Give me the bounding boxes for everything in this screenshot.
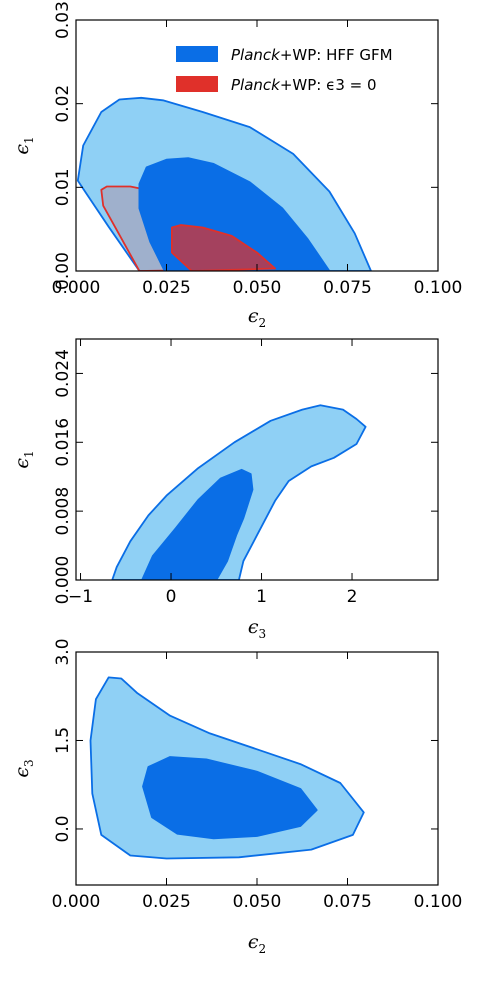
panel-eps3-vs-eps2: 0.000 0.025 0.050 0.075 0.100 0.0 1.5 3.0 ϵ2 ϵ3 (11, 638, 462, 956)
x-axis-label: ϵ3 (248, 616, 266, 641)
y-tick-label: 0.00 (53, 252, 73, 290)
plot-area (89, 676, 365, 860)
y-tick-label: 0.008 (53, 487, 73, 536)
legend: Planck+WP: HFF GFM Planck+WP: ϵ3 = 0 (176, 46, 393, 94)
legend-label: Planck+WP: ϵ3 = 0 (231, 76, 377, 94)
x-tick-label: 0.025 (142, 892, 191, 912)
x-tick-label: 0.000 (52, 892, 101, 912)
y-tick-label: 0.02 (53, 85, 73, 123)
y-tick-label: 0.024 (53, 349, 73, 398)
plot-area (76, 96, 372, 271)
y-tick-label: 1.5 (53, 727, 73, 754)
x-axis-label: ϵ2 (248, 305, 266, 330)
x-tick-label: 1 (256, 587, 267, 607)
legend-swatch (176, 46, 218, 62)
y-axis-label: ϵ1 (11, 136, 36, 154)
contour-blue-68 (141, 468, 254, 580)
y-axis-label: ϵ3 (11, 759, 36, 777)
panel-eps1-vs-eps2: 0.000 0.025 0.050 0.075 0.100 0.00 0.01 0.02 0.0… (11, 1, 462, 330)
legend-label: Planck+WP: HFF GFM (231, 46, 393, 64)
plot-area (111, 404, 367, 580)
y-tick-label: 0.01 (53, 168, 73, 206)
y-axis-label: ϵ1 (11, 450, 36, 468)
y-tick-label: 0.016 (53, 418, 73, 467)
contour-blue-68 (142, 756, 318, 840)
contour-red-68 (170, 224, 277, 271)
x-axis-label: ϵ2 (248, 931, 266, 956)
y-tick-label: 0.000 (53, 556, 73, 605)
x-tick-label: 0.100 (414, 278, 463, 298)
panel-eps1-vs-eps3: −1 0 1 2 0.000 0.008 0.016 0.024 ϵ3 ϵ1 (11, 338, 439, 641)
x-tick-label: 0.075 (323, 278, 372, 298)
y-tick-label: 3.0 (53, 638, 73, 665)
x-tick-label: 0.050 (233, 892, 282, 912)
x-tick-label: 0.050 (233, 278, 282, 298)
y-tick-label: 0.0 (53, 815, 73, 842)
axes-frame (75, 338, 439, 581)
legend-swatch (176, 76, 218, 92)
y-tick-label: 0.03 (53, 1, 73, 39)
x-tick-label: 0.075 (323, 892, 372, 912)
x-tick-label: 0.100 (414, 892, 463, 912)
x-tick-label: 0.025 (142, 278, 191, 298)
x-tick-label: 0 (166, 587, 177, 607)
x-tick-label: 2 (347, 587, 358, 607)
x-tick-label: 0.000 (52, 278, 101, 298)
x-tick-label: −1 (68, 587, 93, 607)
